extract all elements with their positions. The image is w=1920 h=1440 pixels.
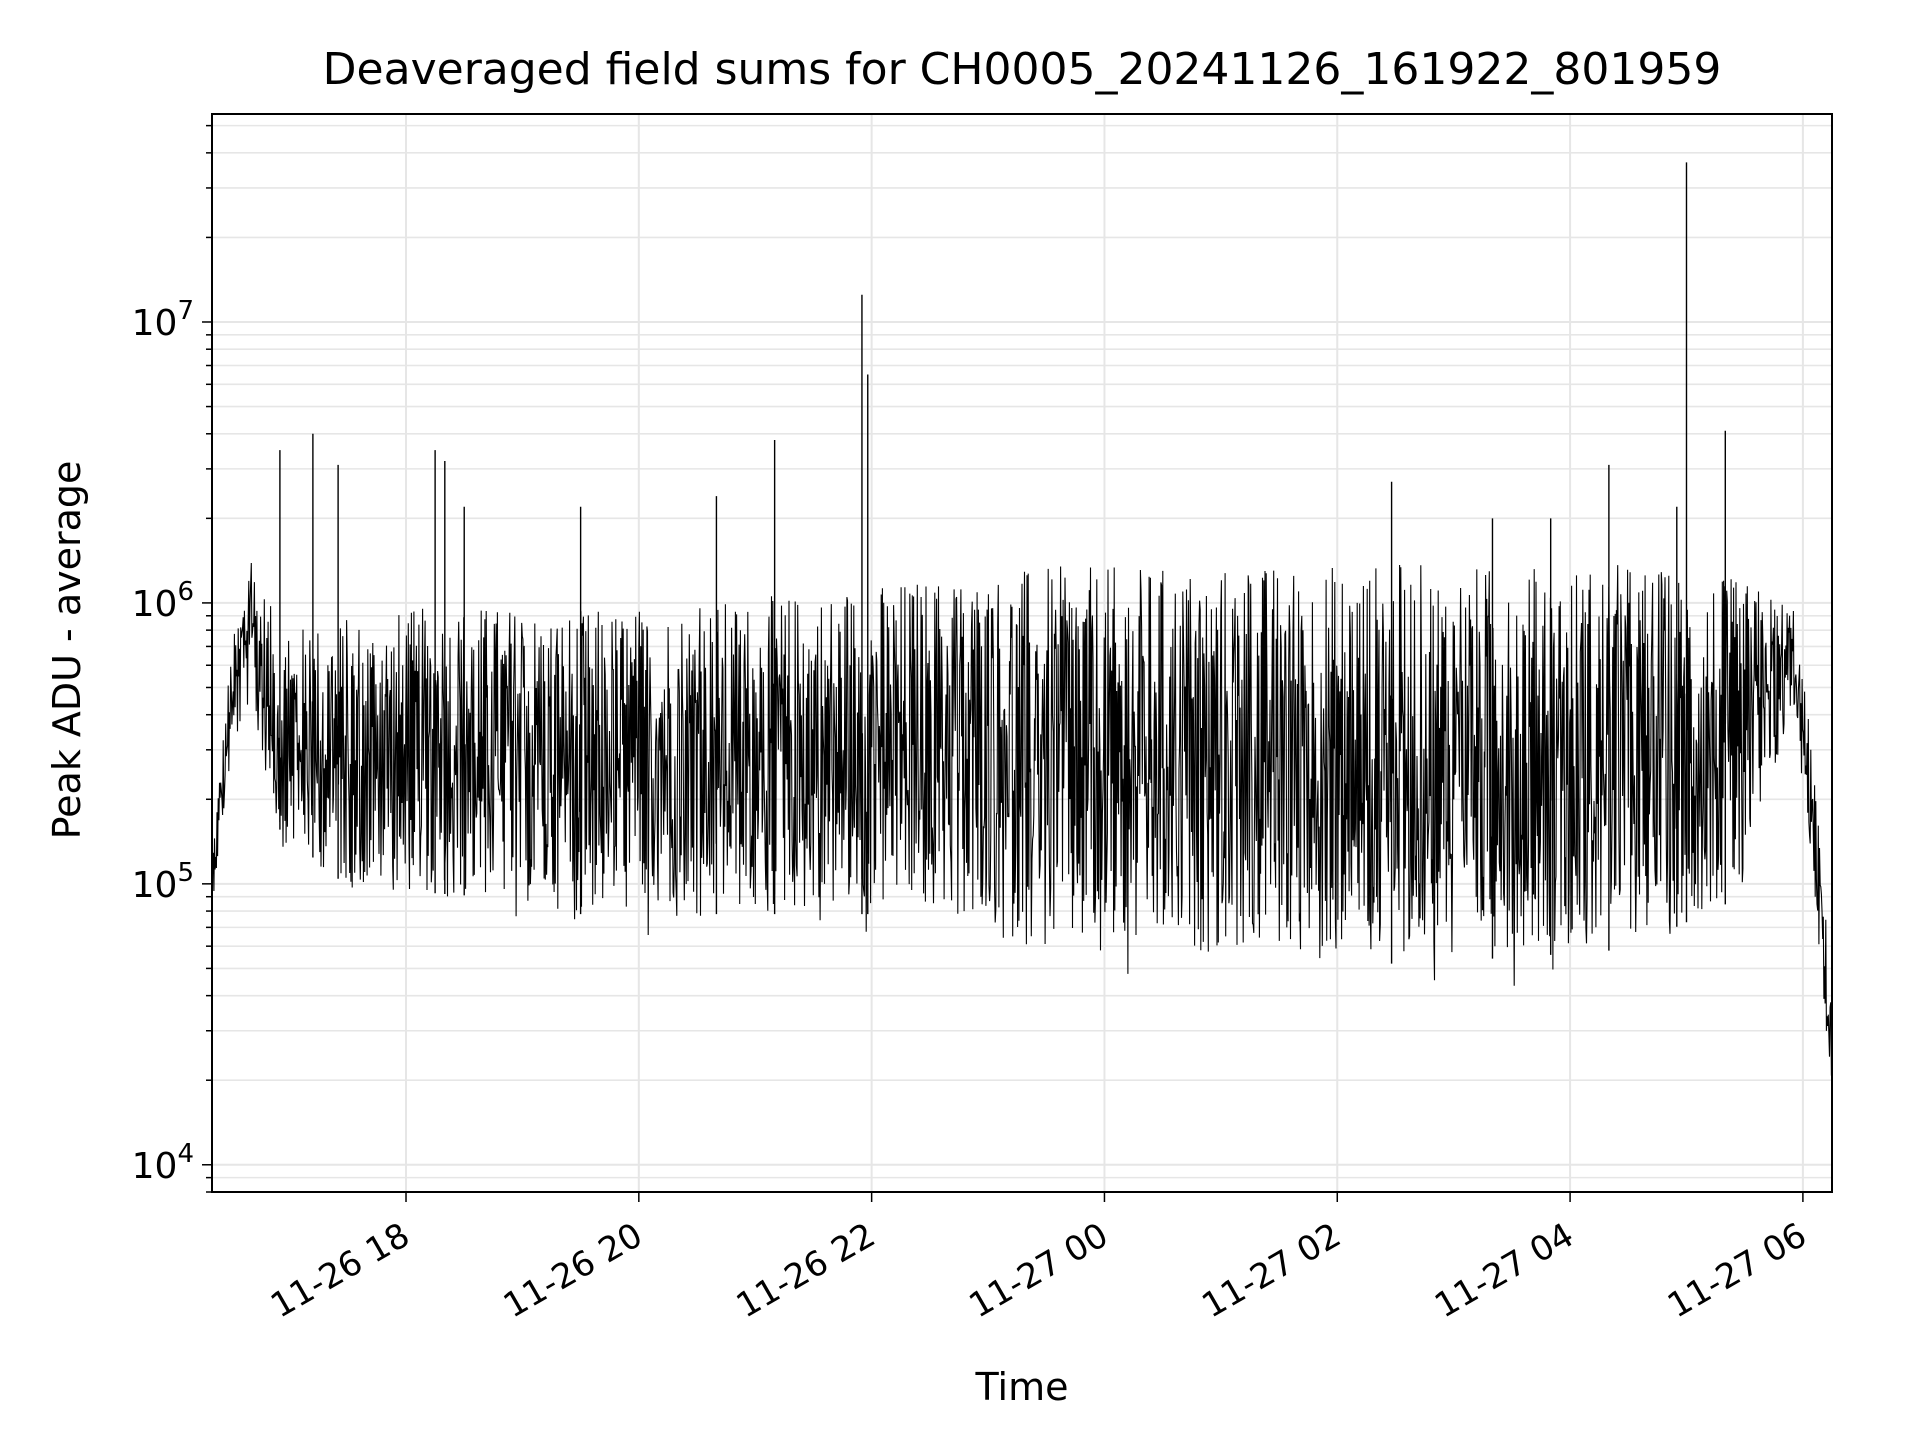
x-tick-label: 11-26 22: [730, 1215, 882, 1326]
series-line: [211, 562, 1833, 1076]
x-tick-label: 11-27 06: [1661, 1215, 1813, 1326]
y-tick-label: 107: [132, 296, 194, 344]
y-tick-label: 106: [132, 577, 194, 625]
x-tick-label: 11-27 00: [963, 1215, 1115, 1326]
data-series: [211, 162, 1833, 1076]
x-tick-label: 11-26 18: [264, 1215, 416, 1326]
x-tick-label: 11-27 04: [1428, 1215, 1580, 1326]
y-axis-label: Peak ADU - average: [45, 461, 89, 840]
y-tick-label: 105: [132, 858, 194, 906]
x-tick-label: 11-26 20: [497, 1215, 649, 1326]
plot-frame: [211, 113, 1833, 1193]
x-tick-label: 11-27 02: [1195, 1215, 1347, 1326]
x-axis-label: Time: [975, 1365, 1069, 1409]
chart-title: Deaveraged field sums for CH0005_2024112…: [323, 44, 1722, 95]
y-tick-label: 104: [132, 1139, 194, 1187]
